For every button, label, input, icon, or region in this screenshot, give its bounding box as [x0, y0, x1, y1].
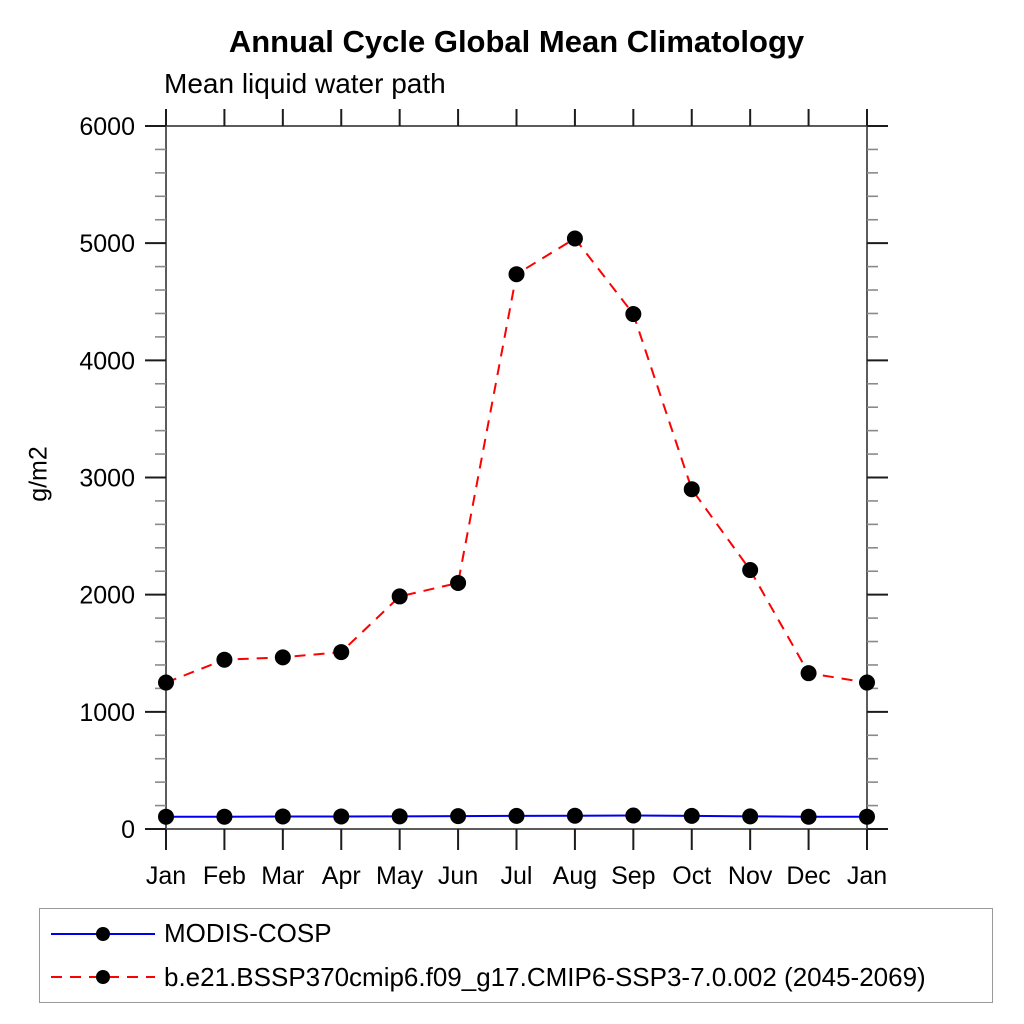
x-tick-label: Aug [553, 862, 597, 890]
data-point-marker [683, 807, 700, 824]
y-tick-label: 5000 [79, 230, 135, 258]
data-point-marker [450, 574, 467, 591]
legend-box: MODIS-COSP b.e21.BSSP370cmip6.f09_g17.CMI… [39, 908, 993, 1003]
y-axis-ticks-left [145, 125, 166, 830]
x-axis-ticks-bottom [165, 829, 868, 850]
series-line-1 [165, 237, 868, 684]
x-tick-label: Apr [322, 862, 361, 890]
plot-frame [165, 125, 868, 830]
x-tick-label: Feb [203, 862, 246, 890]
data-point-marker [333, 808, 350, 825]
y-axis-ticks-right [867, 125, 888, 830]
data-point-marker [566, 230, 583, 247]
data-point-marker [508, 266, 525, 283]
data-point-marker [391, 808, 408, 825]
y-tick-labels: 0 1000 2000 3000 4000 5000 6000 [79, 113, 135, 844]
chart-subtitle: Mean liquid water path [164, 68, 446, 99]
legend-label: MODIS-COSP [164, 918, 332, 949]
data-point-marker [274, 649, 291, 666]
data-point-marker [333, 644, 350, 661]
x-tick-label: Nov [728, 862, 773, 890]
x-tick-labels: Jan Feb Mar Apr May Jun Jul Aug Sep Oct Nov Dec Jan [146, 862, 887, 890]
data-point-marker [742, 562, 759, 579]
data-point-marker [216, 651, 233, 668]
data-point-marker [450, 808, 467, 825]
data-point-marker [859, 808, 875, 825]
y-tick-label: 6000 [79, 113, 135, 141]
x-tick-label: Mar [261, 862, 304, 890]
x-tick-label: Dec [786, 862, 830, 890]
x-axis-ticks-top [165, 109, 868, 126]
data-point-marker [742, 808, 759, 825]
x-tick-label: Oct [672, 862, 711, 890]
series-markers-0 [158, 807, 875, 825]
x-tick-label: Jan [146, 862, 186, 890]
legend-sample-marker [96, 926, 110, 941]
data-point-marker [216, 808, 233, 825]
y-tick-label: 0 [121, 816, 135, 844]
chart-title: Annual Cycle Global Mean Climatology [228, 24, 805, 59]
y-tick-label: 1000 [79, 699, 135, 727]
data-point-marker [625, 807, 642, 824]
series-markers-1 [158, 230, 875, 691]
x-tick-label: Jan [847, 862, 887, 890]
data-point-marker [158, 674, 174, 691]
data-point-marker [508, 807, 525, 824]
data-point-marker [859, 674, 875, 691]
y-tick-label: 3000 [79, 465, 135, 493]
legend-item-1: b.e21.BSSP370cmip6.f09_g17.CMIP6-SSP3-7.… [40, 958, 992, 996]
data-point-marker [391, 588, 408, 605]
legend-line-sample [51, 926, 155, 941]
data-point-marker [800, 665, 817, 682]
data-point-marker [566, 807, 583, 824]
data-point-marker [683, 481, 700, 498]
y-tick-label: 2000 [79, 582, 135, 610]
x-tick-label: Jul [501, 862, 533, 890]
legend-line-sample [51, 970, 155, 985]
legend-sample-marker [96, 970, 110, 985]
data-point-marker [158, 808, 174, 825]
y-tick-label: 4000 [79, 347, 135, 375]
x-tick-label: Jun [438, 862, 478, 890]
data-point-marker [800, 808, 817, 825]
legend-label: b.e21.BSSP370cmip6.f09_g17.CMIP6-SSP3-7.… [164, 961, 926, 992]
data-point-marker [274, 808, 291, 825]
x-tick-label: Sep [611, 862, 655, 890]
legend-item-0: MODIS-COSP [40, 915, 992, 953]
x-tick-label: May [376, 862, 424, 890]
data-point-marker [625, 306, 642, 323]
